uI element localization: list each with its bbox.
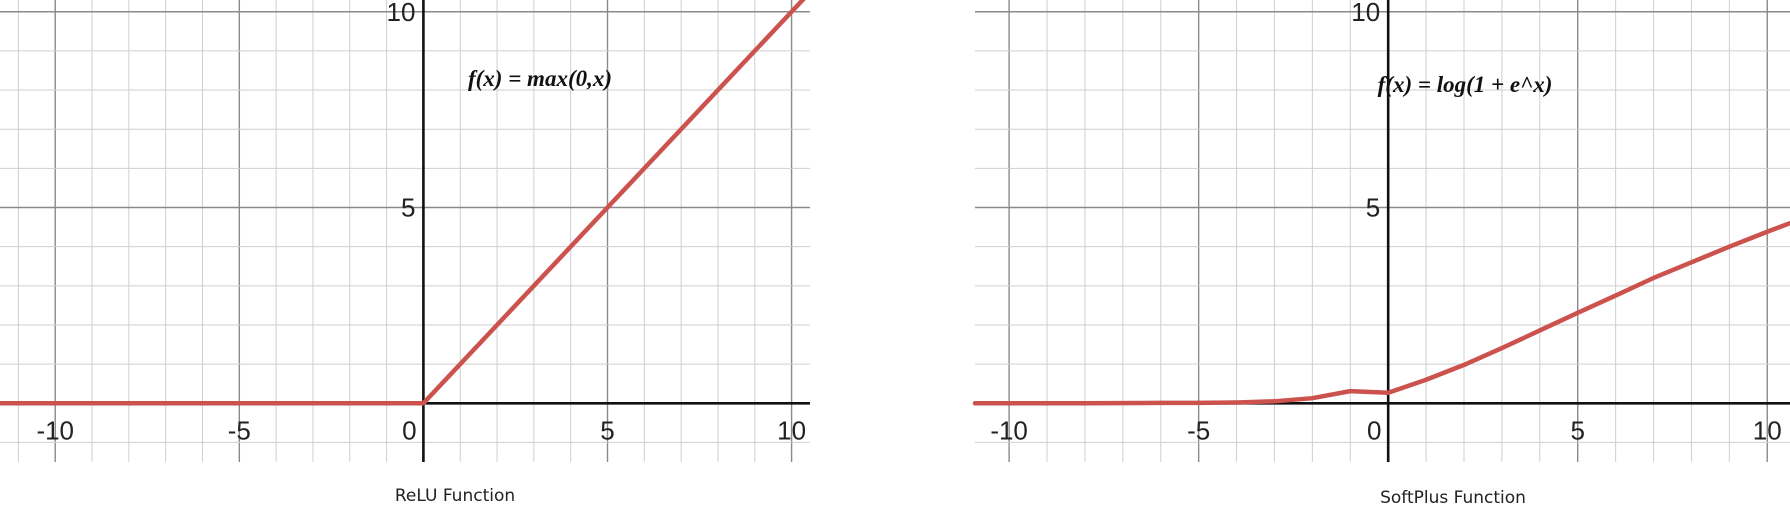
x-tick-label: -5 — [228, 415, 251, 445]
softplus-chart: -10 -5 0 5 10 5 10 f(x) = log(1 + e^x) — [972, 0, 1790, 462]
formula-label: f(x) = max(0,x) — [468, 66, 612, 91]
y-tick-label: 5 — [1366, 193, 1380, 223]
y-tick-label: 5 — [401, 193, 415, 223]
x-tick-label: 10 — [1753, 415, 1782, 445]
relu-chart-panel: -10 -5 0 5 10 5 10 f(x) = max(0,x) ReLU Functio… — [0, 0, 810, 531]
relu-chart: -10 -5 0 5 10 5 10 f(x) = max(0,x) — [0, 0, 810, 462]
x-tick-label: -10 — [990, 415, 1028, 445]
function-curve — [0, 0, 806, 406]
formula-label: f(x) = log(1 + e^x) — [1378, 72, 1553, 97]
x-tick-label: -10 — [36, 415, 74, 445]
x-tick-label: -5 — [1187, 415, 1210, 445]
y-tick-label: 10 — [386, 0, 415, 27]
x-tick-label: 10 — [777, 415, 806, 445]
x-tick-label: 0 — [1367, 415, 1381, 445]
y-tick-label: 10 — [1351, 0, 1380, 27]
function-curve — [972, 220, 1790, 406]
grid — [975, 0, 1790, 462]
x-tick-label: 0 — [402, 415, 416, 445]
x-tick-label: 5 — [600, 415, 614, 445]
relu-caption: ReLU Function — [394, 486, 516, 506]
x-tick-label: 5 — [1570, 415, 1584, 445]
softplus-chart-panel: -10 -5 0 5 10 5 10 f(x) = log(1 + e^x) SoftPlus… — [972, 0, 1790, 531]
grid — [0, 0, 810, 462]
softplus-caption: SoftPlus Function — [1380, 488, 1526, 508]
